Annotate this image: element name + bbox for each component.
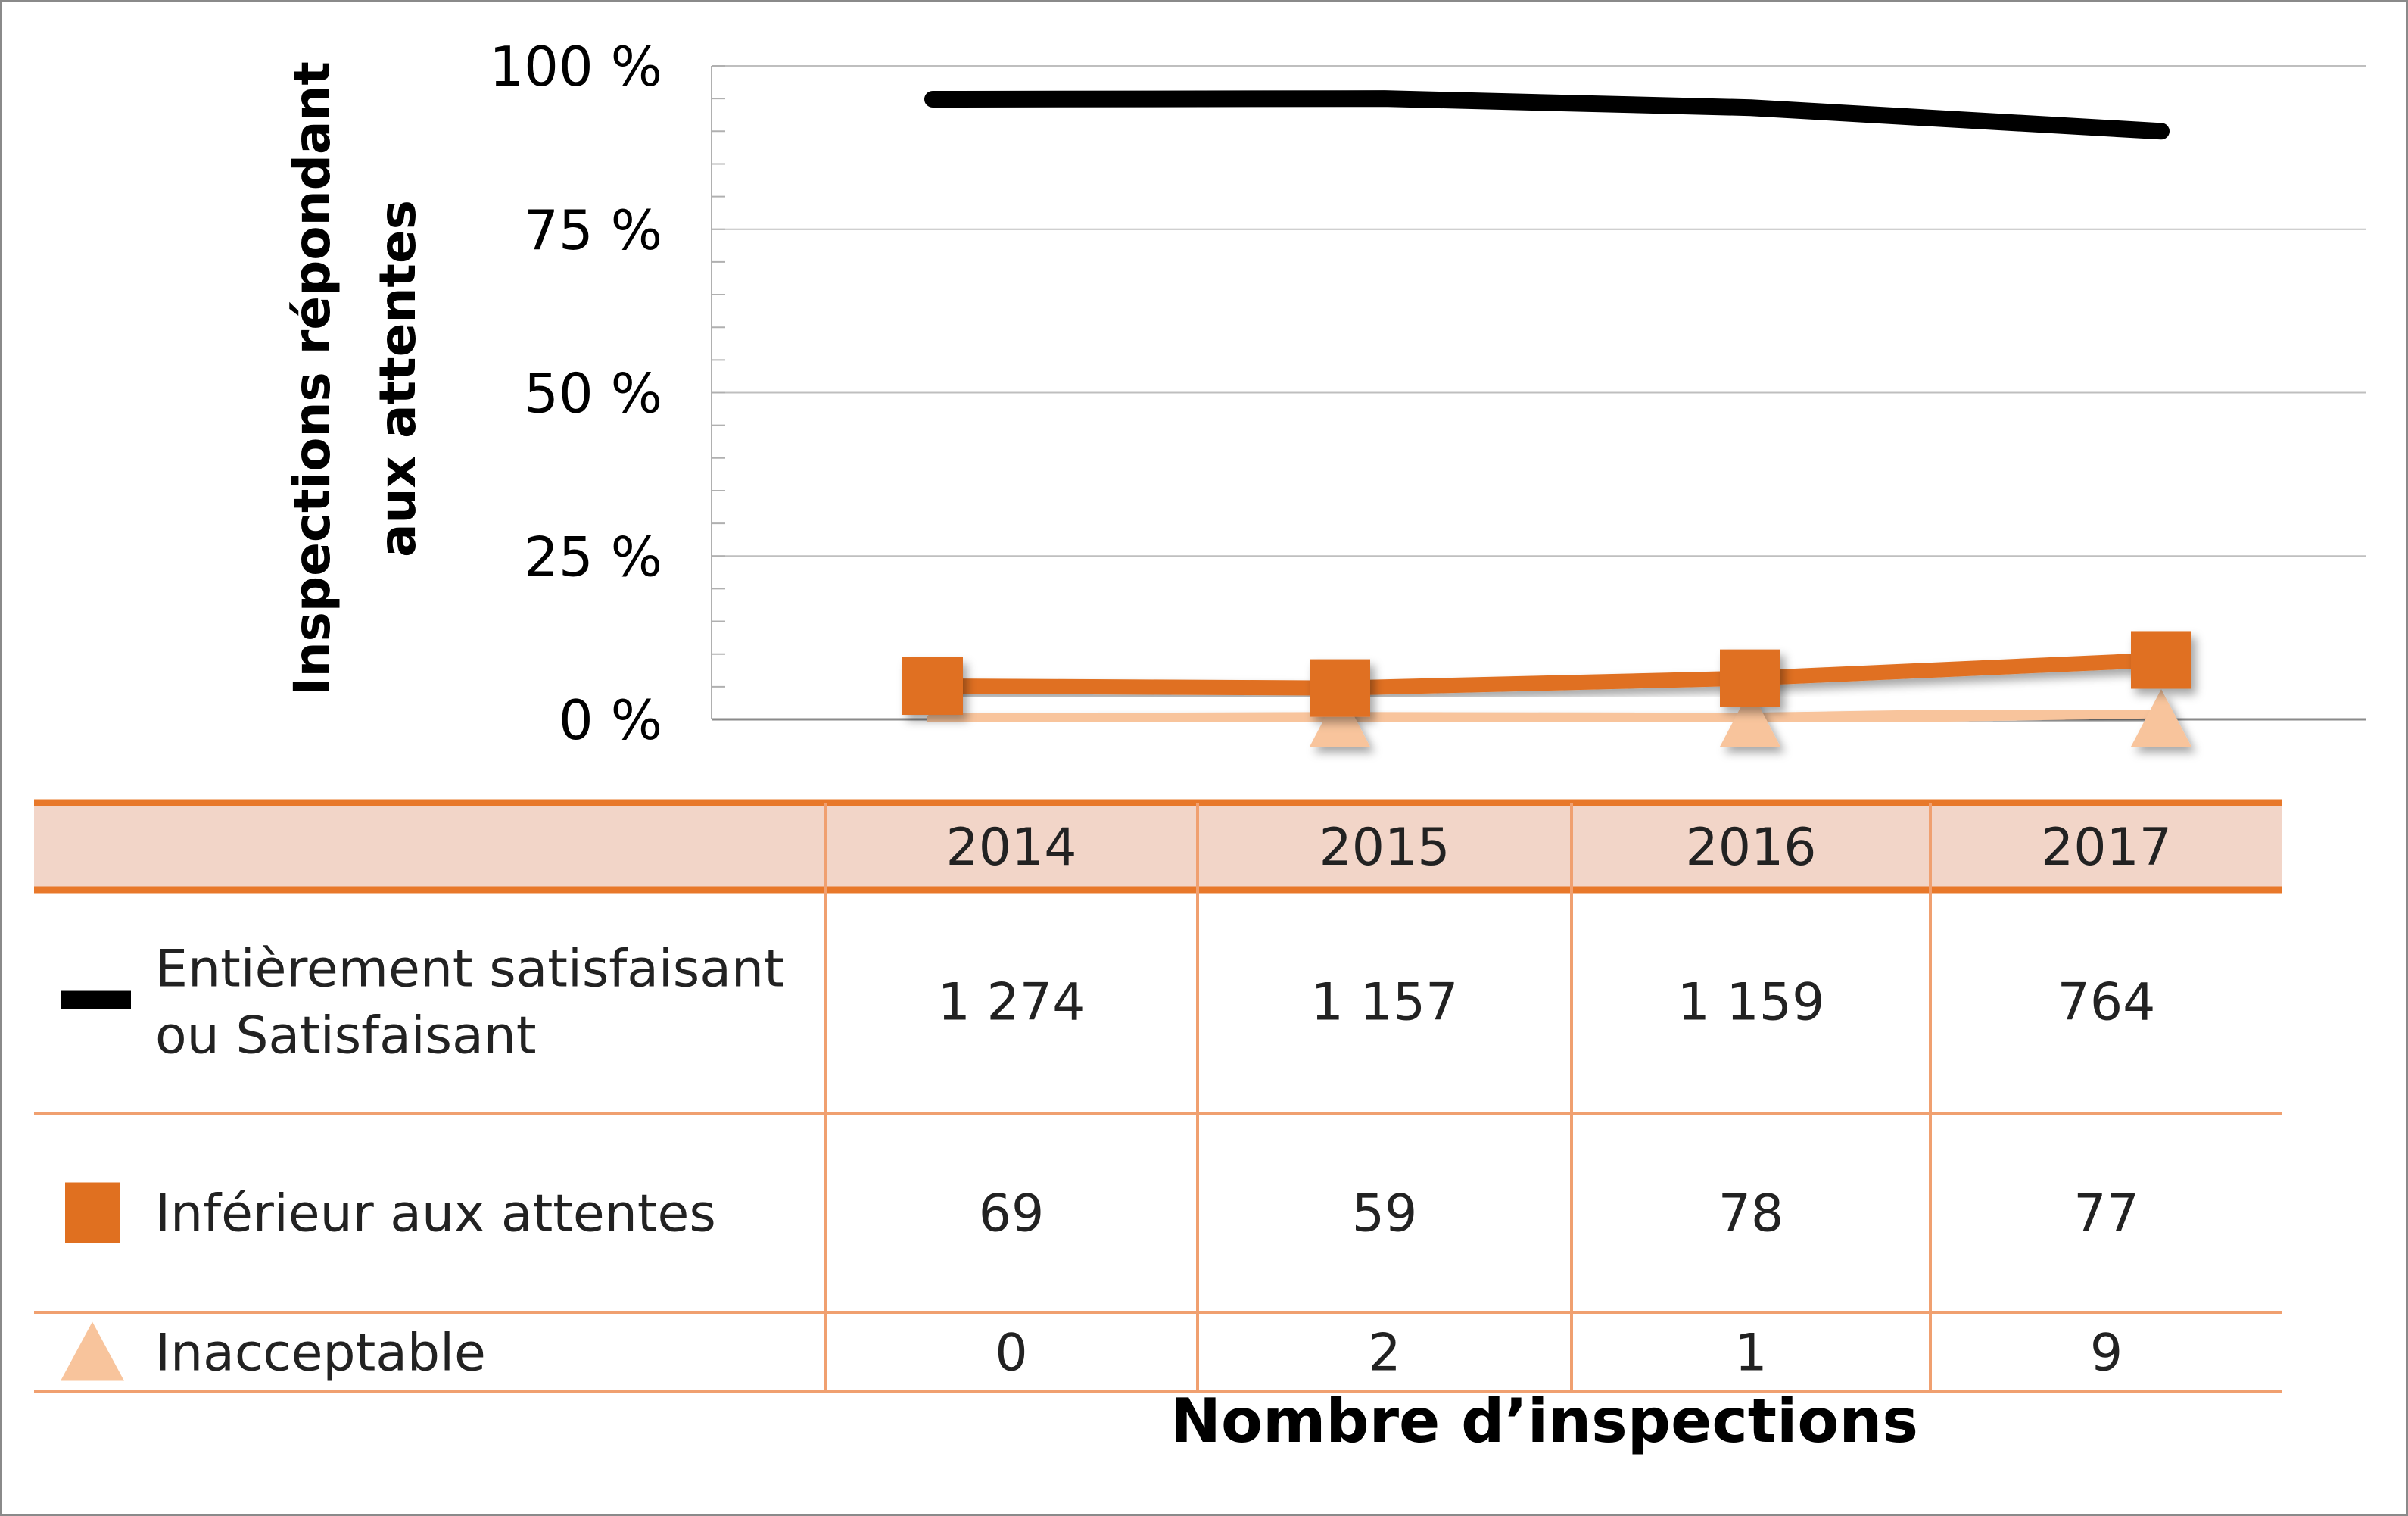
y-tick-label: 50 % xyxy=(524,362,662,426)
data-table: 2014 2015 2016 2017 Entièrement satisfaisant… xyxy=(34,799,2282,1393)
row-label: ou Satisfaisant xyxy=(155,1006,537,1066)
series-line-3 xyxy=(927,706,2167,725)
table-header-year: 2017 xyxy=(2041,818,2172,878)
x-axis-title: Nombre d’inspections xyxy=(1170,1386,1918,1456)
legend-key-line xyxy=(61,990,131,1009)
plot-area: 0 % 25 % 50 % 75 % 100 % xyxy=(489,35,2366,752)
table-header-year: 2015 xyxy=(1319,818,1450,878)
table-cell-count: 1 xyxy=(1734,1324,1767,1383)
y-axis-title: Inspections répondant aux attentes xyxy=(283,61,427,696)
table-cell-count: 1 159 xyxy=(1678,973,1825,1033)
y-axis-title-line-2: aux attentes xyxy=(369,200,427,557)
legend-key-square xyxy=(65,1182,120,1243)
table-cell-count: 1 274 xyxy=(938,973,1086,1033)
table-header-year: 2014 xyxy=(945,818,1076,878)
y-axis-title-line-1: Inspections répondant xyxy=(283,61,341,696)
table-cell-count: 1 157 xyxy=(1311,973,1459,1033)
table-cell-count: 77 xyxy=(2073,1184,2139,1244)
series-line-2 xyxy=(925,652,2169,696)
row-label: Entièrement satisfaisant xyxy=(155,940,784,1000)
data-point-square xyxy=(902,657,963,715)
table-cell-count: 59 xyxy=(1352,1184,1418,1244)
table-header-year: 2016 xyxy=(1685,818,1816,878)
data-point-square xyxy=(1310,659,1370,717)
table-cell-count: 9 xyxy=(2090,1324,2123,1383)
data-point-triangle xyxy=(1720,689,1780,747)
table-cell-count: 2 xyxy=(1368,1324,1400,1383)
table-cell-count: 764 xyxy=(2058,973,2156,1033)
series-line-1 xyxy=(924,90,2170,140)
table-cell-count: 0 xyxy=(995,1324,1027,1383)
table-cell-count: 69 xyxy=(979,1184,1045,1244)
table-header-bg xyxy=(34,803,2282,890)
legend-key-triangle xyxy=(61,1321,124,1381)
table-cell-count: 78 xyxy=(1718,1184,1784,1244)
row-label: Inférieur aux attentes xyxy=(155,1184,716,1244)
y-tick-label: 0 % xyxy=(559,688,662,752)
y-tick-label: 100 % xyxy=(489,35,662,98)
data-point-square xyxy=(2131,631,2191,689)
data-point-square xyxy=(1720,649,1780,707)
data-point-triangle xyxy=(1310,689,1370,747)
y-tick-label: 75 % xyxy=(524,198,662,262)
row-label: Inacceptable xyxy=(155,1324,486,1383)
y-tick-label: 25 % xyxy=(524,525,662,588)
data-point-triangle xyxy=(2131,689,2191,747)
